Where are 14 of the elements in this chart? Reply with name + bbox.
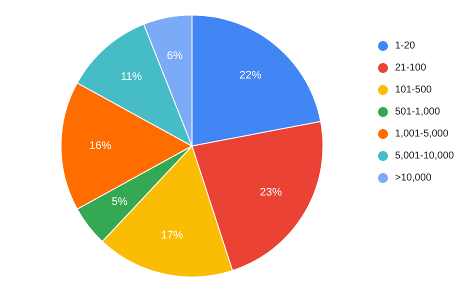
data-label: 5% [112,196,128,208]
legend-label: 1-20 [395,40,416,52]
data-label: 17% [160,229,184,242]
legend-label: >10,000 [395,172,432,184]
data-label: 11% [120,71,142,84]
data-label: 22% [239,69,262,82]
legend-label: 101-500 [395,84,432,96]
legend-label: 501-1,000 [395,106,440,118]
legend-label: 21-100 [395,62,427,74]
legend-label: 5,001-10,000 [395,150,454,162]
legend-label: 1,001-5,000 [395,128,449,140]
data-label: 6% [166,50,183,62]
data-label: 23% [260,186,282,199]
data-label: 16% [89,140,112,152]
